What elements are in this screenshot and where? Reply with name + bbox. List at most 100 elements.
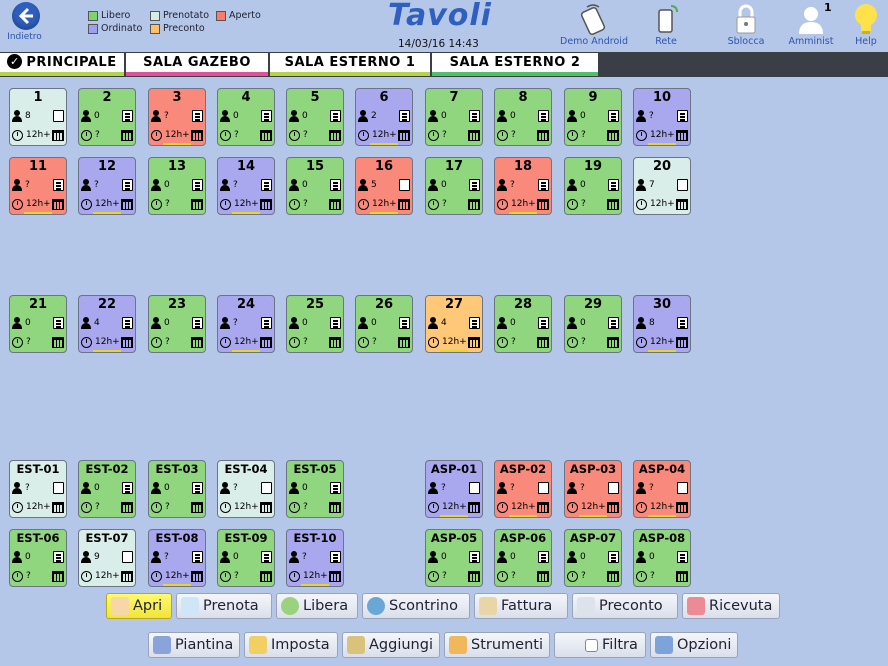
table-tile[interactable]: 8 0? — [494, 88, 552, 146]
table-tile[interactable]: ASP-04? 12h+ — [633, 460, 691, 518]
table-tile[interactable]: 12? 12h+ — [78, 157, 136, 215]
table-tile[interactable]: ASP-07 0? — [564, 529, 622, 587]
table-tile[interactable]: 13 0? — [148, 157, 206, 215]
scontrino-button[interactable]: Scontrino — [362, 593, 470, 619]
table-tile[interactable]: ASP-08 0? — [633, 529, 691, 587]
table-tile[interactable]: 29 0? — [564, 295, 622, 353]
table-tile[interactable]: 9 0? — [564, 88, 622, 146]
elapsed-time: ? — [26, 571, 31, 581]
table-tile[interactable]: ASP-02? 12h+ — [494, 460, 552, 518]
table-tile[interactable]: 24? 12h+ — [217, 295, 275, 353]
tab-sala-gazebo[interactable]: SALA GAZEBO — [126, 53, 268, 76]
table-tile[interactable]: 4 0? — [217, 88, 275, 146]
bill-icon — [192, 110, 203, 122]
table-tile[interactable]: EST-09 0? — [217, 529, 275, 587]
table-tile[interactable]: 19 0? — [564, 157, 622, 215]
table-tile[interactable]: ASP-06 0? — [494, 529, 552, 587]
table-tile[interactable]: 18? 12h+ — [494, 157, 552, 215]
timer-icon — [636, 501, 647, 513]
table-tile[interactable]: 3? 12h+ — [148, 88, 206, 146]
calendar-icon — [676, 336, 688, 348]
legend-swatch-aperto — [216, 10, 226, 21]
imposta-button[interactable]: Imposta — [244, 632, 338, 658]
tab-sala-esterno-2[interactable]: SALA ESTERNO 2 — [432, 53, 598, 76]
tab-principale[interactable]: ✓ PRINCIPALE — [0, 53, 124, 76]
table-tile[interactable]: EST-07 9 12h+ — [78, 529, 136, 587]
table-tile[interactable]: 30 8 12h+ — [633, 295, 691, 353]
table-tile[interactable]: 26 0? — [355, 295, 413, 353]
elapsed-time: ? — [442, 571, 447, 581]
rete-button[interactable]: Rete — [646, 2, 686, 47]
table-tile[interactable]: 22 4 12h+ — [78, 295, 136, 353]
elapsed-time: ? — [303, 199, 308, 209]
opzioni-button[interactable]: Opzioni — [650, 632, 738, 658]
table-tile[interactable]: EST-03 0? — [148, 460, 206, 518]
table-tile[interactable]: EST-02 0? — [78, 460, 136, 518]
guest-count: ? — [233, 318, 238, 328]
guest-count: ? — [510, 180, 515, 190]
table-tile[interactable]: EST-01? 12h+ — [9, 460, 67, 518]
calendar-icon — [468, 570, 480, 582]
table-tile[interactable]: 15 0? — [286, 157, 344, 215]
elapsed-time: 12h+ — [372, 199, 397, 209]
sblocca-button[interactable]: Sblocca — [720, 2, 772, 47]
guest-count: ? — [649, 483, 654, 493]
demo-android-button[interactable]: Demo Android — [560, 2, 628, 47]
help-button[interactable]: Help — [848, 2, 884, 47]
table-number: ASP-06 — [499, 531, 547, 545]
strumenti-button[interactable]: Strumenti — [444, 632, 550, 658]
preconto-button[interactable]: Preconto — [572, 593, 678, 619]
table-tile[interactable]: EST-10? 12h+ — [286, 529, 344, 587]
table-tile[interactable]: EST-04? 12h+ — [217, 460, 275, 518]
libera-button[interactable]: Libera — [276, 593, 358, 619]
prenota-button[interactable]: Prenota — [176, 593, 272, 619]
table-tile[interactable]: 25 0? — [286, 295, 344, 353]
amminist-button[interactable]: Amminist 1 — [786, 1, 836, 47]
order-strip — [232, 212, 260, 214]
table-tile[interactable]: ASP-05 0? — [425, 529, 483, 587]
table-tile[interactable]: 20 7 12h+ — [633, 157, 691, 215]
piantina-button[interactable]: Piantina — [148, 632, 240, 658]
table-tile[interactable]: 23 0? — [148, 295, 206, 353]
table-tile[interactable]: 1 8 12h+ — [9, 88, 67, 146]
timer-icon — [151, 336, 162, 348]
table-tile[interactable]: 5 0? — [286, 88, 344, 146]
timer-icon — [567, 198, 578, 210]
apri-button[interactable]: Apri — [106, 593, 172, 619]
aggiungi-button[interactable]: Aggiungi — [342, 632, 440, 658]
table-tile[interactable]: 27 4 12h+ — [425, 295, 483, 353]
table-tile[interactable]: 17 0? — [425, 157, 483, 215]
table-tile[interactable]: 6 2 12h+ — [355, 88, 413, 146]
order-strip — [440, 515, 468, 517]
table-number: EST-08 — [155, 531, 199, 545]
table-tile[interactable]: EST-05 0? — [286, 460, 344, 518]
table-tile[interactable]: ASP-03? 12h+ — [564, 460, 622, 518]
order-strip — [648, 515, 676, 517]
table-tile[interactable]: 2 0? — [78, 88, 136, 146]
elapsed-time: 12h+ — [234, 502, 259, 512]
filtra-button[interactable]: Filtra — [554, 632, 646, 658]
elapsed-time: ? — [303, 502, 308, 512]
table-tile[interactable]: ASP-01? 12h+ — [425, 460, 483, 518]
person-icon — [428, 317, 438, 329]
timer-icon — [567, 570, 578, 582]
back-button[interactable]: Indietro — [7, 2, 44, 42]
table-tile[interactable]: EST-08? 12h+ — [148, 529, 206, 587]
table-tile[interactable]: 7 0? — [425, 88, 483, 146]
table-tile[interactable]: 14? 12h+ — [217, 157, 275, 215]
table-tile[interactable]: 16 5 12h+ — [355, 157, 413, 215]
calendar-icon — [329, 336, 341, 348]
timer-icon — [220, 501, 231, 513]
table-tile[interactable]: 21 0? — [9, 295, 67, 353]
table-tile[interactable]: EST-06 0? — [9, 529, 67, 587]
ricevuta-button[interactable]: Ricevuta — [682, 593, 780, 619]
table-tile[interactable]: 11? 12h+ — [9, 157, 67, 215]
guest-count: 4 — [441, 318, 447, 328]
folder-icon — [249, 636, 267, 654]
fattura-button[interactable]: Fattura — [474, 593, 568, 619]
person-icon — [151, 317, 161, 329]
tab-sala-esterno-1[interactable]: SALA ESTERNO 1 — [270, 53, 430, 76]
table-tile[interactable]: 28 0? — [494, 295, 552, 353]
person-icon — [81, 482, 91, 494]
table-tile[interactable]: 10? 12h+ — [633, 88, 691, 146]
